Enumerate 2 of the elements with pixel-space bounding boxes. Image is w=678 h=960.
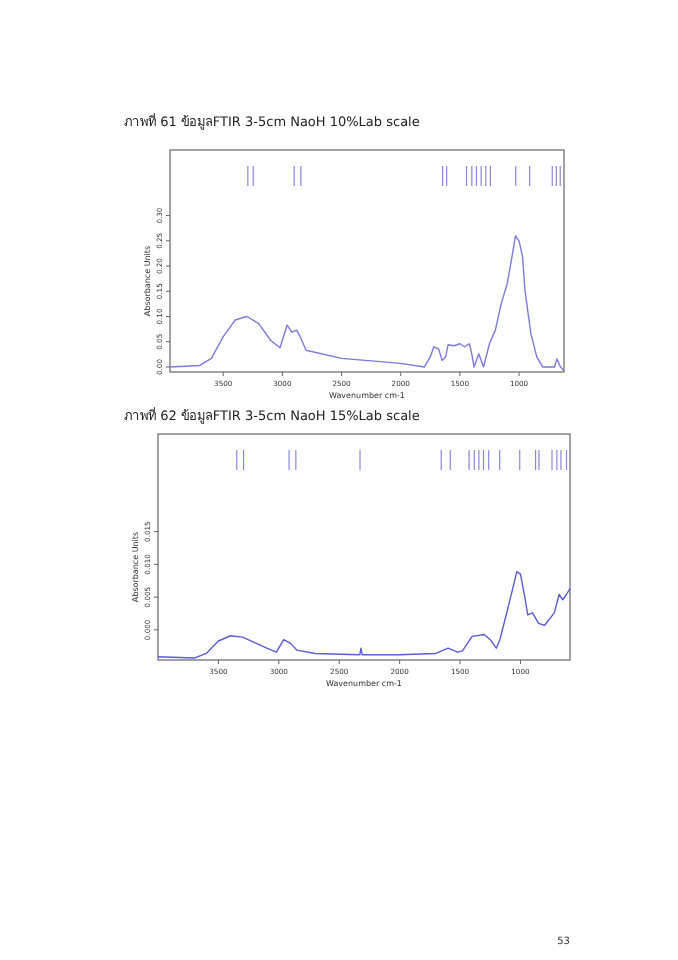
line-series xyxy=(157,570,571,659)
line-series xyxy=(169,235,565,372)
